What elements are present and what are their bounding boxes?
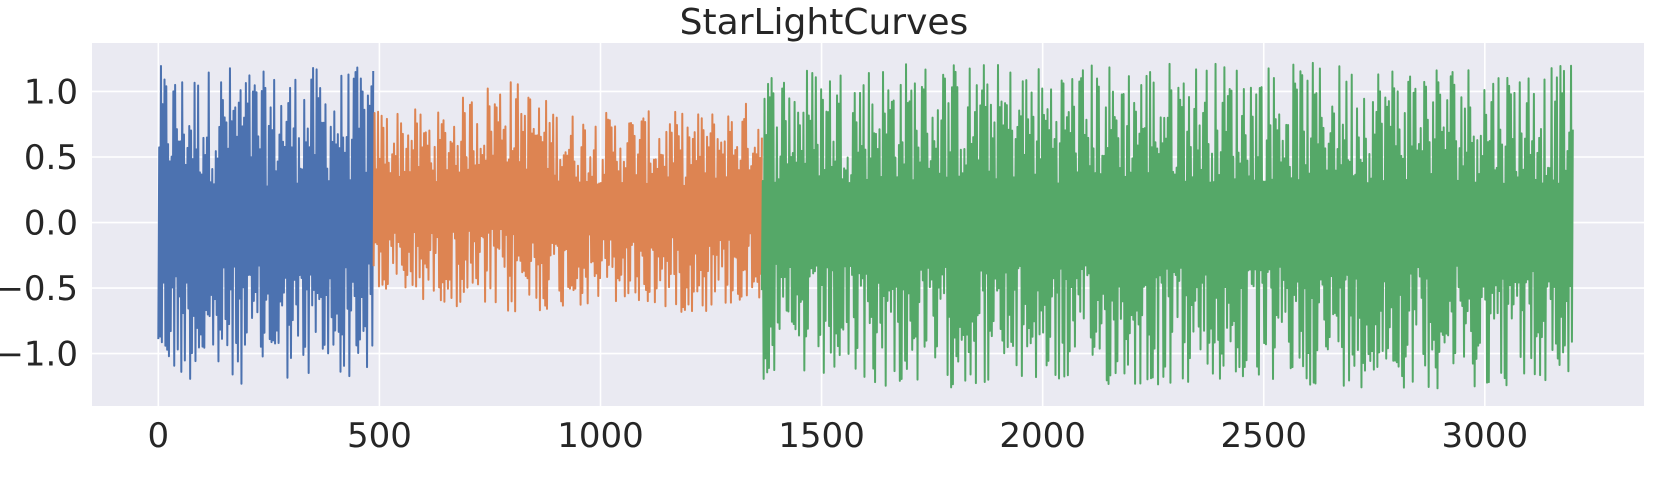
series-layer <box>157 61 1574 390</box>
chart-title: StarLightCurves <box>680 2 969 43</box>
x-tick-label: 1000 <box>557 416 644 456</box>
y-tick-label: 1.0 <box>24 72 78 112</box>
x-tick-labels: 0 500 1000 1500 2000 2500 3000 <box>148 416 1529 456</box>
series-line-2 <box>372 81 763 313</box>
x-tick-label: 1500 <box>778 416 865 456</box>
series-line-3 <box>760 61 1574 390</box>
x-tick-label: 500 <box>347 416 412 456</box>
x-tick-label: 3000 <box>1442 416 1529 456</box>
y-tick-label: 0.0 <box>24 204 78 244</box>
y-tick-label: −1.0 <box>0 335 78 375</box>
y-tick-labels: −1.0 −0.5 0.0 0.5 1.0 <box>0 72 78 374</box>
x-tick-label: 2500 <box>1220 416 1307 456</box>
x-tick-label: 2000 <box>999 416 1086 456</box>
y-tick-label: −0.5 <box>0 269 78 309</box>
series-line-1 <box>157 64 375 385</box>
x-tick-label: 0 <box>148 416 170 456</box>
y-tick-label: 0.5 <box>24 138 78 178</box>
